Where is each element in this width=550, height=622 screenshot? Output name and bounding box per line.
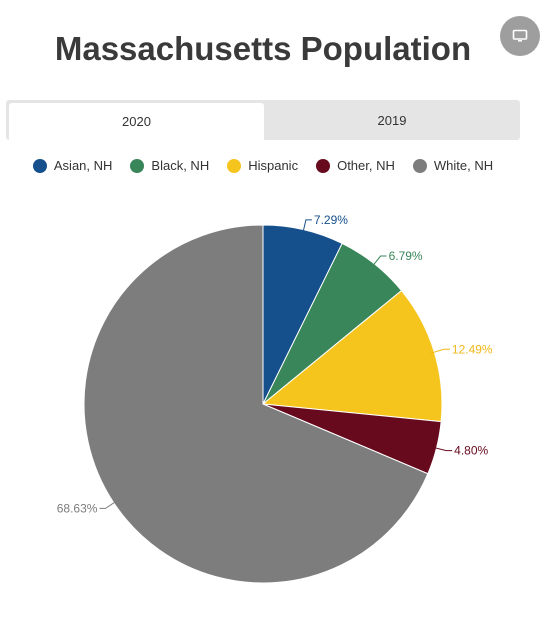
legend-label-asian: Asian, NH	[53, 158, 113, 173]
monitor-icon	[512, 29, 528, 42]
tab-2019[interactable]: 2019	[264, 100, 520, 140]
legend-label-hispanic: Hispanic	[248, 158, 299, 173]
pie-leader-white	[99, 500, 118, 509]
pie-leader-hispanic	[430, 348, 450, 354]
pie-chart: 7.29% 6.79% 12.49% 4.80% 68.63%	[57, 213, 493, 584]
chart-title: Massachusetts Population	[54, 30, 472, 67]
pie-leader-other	[432, 446, 453, 452]
legend-swatch-hispanic	[227, 158, 242, 173]
year-tabs: 2020 2019	[6, 100, 520, 140]
legend-label-white: White, NH	[433, 158, 494, 173]
legend-swatch-white	[412, 158, 427, 173]
tab-2019-label: 2019	[377, 112, 407, 128]
legend-label-other: Other, NH	[337, 158, 395, 173]
legend-item-asian[interactable]: Asian, NH	[32, 158, 113, 173]
tab-2020-label: 2020	[122, 114, 151, 129]
legend-item-white[interactable]: White, NH	[412, 158, 494, 173]
pie-leader-asian	[302, 219, 312, 234]
legend-swatch-black	[130, 158, 145, 173]
pie-label-white: 68.63%	[57, 501, 98, 515]
tab-2020[interactable]: 2020	[9, 103, 264, 140]
pie-label-asian: 7.29%	[314, 213, 348, 227]
pie-label-hispanic: 12.49%	[452, 342, 493, 356]
screen-view-button[interactable]	[500, 16, 540, 56]
pie-label-black: 6.79%	[389, 249, 423, 263]
pie-leader-black	[371, 255, 387, 268]
legend-swatch-other	[316, 158, 331, 173]
legend-item-hispanic[interactable]: Hispanic	[227, 158, 298, 173]
legend-swatch-asian	[32, 158, 47, 173]
legend-label-black: Black, NH	[151, 158, 210, 173]
pie-label-other: 4.80%	[454, 444, 488, 458]
chart-legend: Asian, NH Black, NH Hispanic Other, NH W…	[0, 158, 526, 173]
legend-item-other[interactable]: Other, NH	[316, 158, 395, 173]
legend-item-black[interactable]: Black, NH	[130, 158, 209, 173]
